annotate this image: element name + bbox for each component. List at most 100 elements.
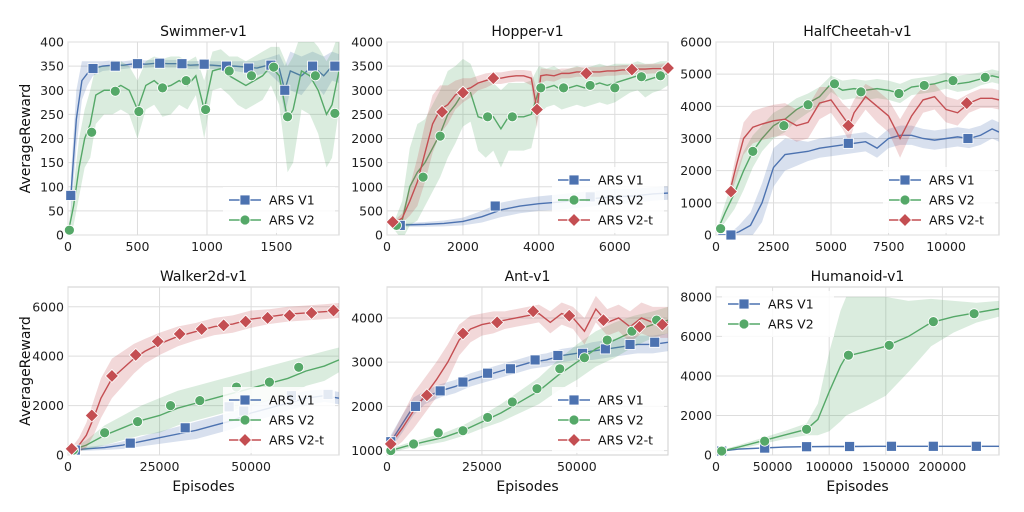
band-ars-v2 [718,69,999,232]
x-tick-label: 25000 [462,459,502,474]
legend-label: ARS V2-t [929,213,984,228]
point-ars-v1 [844,441,855,452]
chart-title: Ant-v1 [505,269,551,285]
legend-marker [568,394,580,406]
x-tick-label: 500 [126,239,150,254]
chart-humanoid-v1: 0 50000 100000 150000 200000 0 2000 4000 6000 800… [680,269,1000,495]
point-ars-v1 [198,58,210,70]
y-tick-label: 1000 [680,195,712,210]
point-ars-v2 [200,104,211,115]
y-tick-label: 2000 [680,408,712,423]
point-ars-v2 [506,396,518,408]
point-ars-v2-t [562,308,577,323]
point-ars-v2 [554,363,566,375]
y-tick-label: 4000 [680,99,712,114]
point-ars-v1 [927,440,939,452]
y-tick-label: 500 [359,203,383,218]
x-tick-label: 4000 [523,239,555,254]
point-ars-v2 [86,126,98,138]
point-ars-v1 [599,343,611,355]
series-line-ars-v2 [390,319,668,452]
legend-item-ars-v2: ARS V2 [889,193,975,208]
legend-marker [568,194,580,206]
point-ars-v2 [927,316,939,327]
legend-label: ARS V1 [269,193,315,208]
point-ars-v2-t [579,66,594,81]
point-ars-v2 [246,70,257,82]
point-ars-v1 [970,440,982,452]
point-ars-v1 [154,57,166,69]
series-line-ars-v2-t [729,95,999,192]
y-tick-label: 50 [48,203,64,218]
point-ars-v2 [968,308,980,320]
y-tick-label: 5000 [680,67,712,82]
legend-item-ars-v2: ARS V2 [728,317,814,332]
point-ars-v1 [482,367,494,379]
legend-marker [568,414,580,426]
legend-item-ars-v2-t: ARS V2-t [558,433,653,448]
legend-item-ars-v1: ARS V1 [558,393,644,408]
point-ars-v2-t [84,408,99,423]
y-tick-label: 1000 [351,179,383,194]
x-tick-label: 0 [712,239,720,254]
point-ars-v2-t [216,318,231,333]
point-ars-v1 [87,63,99,74]
legend: ARS V1 ARS V2 ARS V2-t [552,167,664,233]
x-tick-label: 150000 [862,459,910,474]
point-ars-v2-t [526,304,541,319]
point-ars-v2-t [385,214,400,230]
point-ars-v2-t [326,303,341,318]
legend-item-ars-v1: ARS V1 [728,297,814,312]
legend-label: ARS V1 [598,173,644,188]
point-ars-v2 [535,82,547,94]
y-tick-label: 4000 [32,349,64,364]
x-axis-label: Episodes [172,479,234,495]
point-ars-v2 [99,427,111,439]
point-ars-v2 [531,383,543,395]
point-ars-v2 [457,425,469,437]
y-tick-label: 2000 [351,131,383,146]
point-ars-v2 [979,71,991,83]
point-ars-v2 [194,395,206,407]
legend-item-ars-v1: ARS V1 [889,173,975,188]
series-line-ars-v2-t [390,307,668,445]
point-ars-v2-t [455,326,471,341]
y-tick-label: 1500 [351,155,383,170]
point-ars-v2 [157,82,168,94]
y-axis-label: AverageReward [18,84,34,194]
legend-label: ARS V2-t [598,433,653,448]
point-ars-v2 [759,435,771,447]
legend: ARS V1 ARS V2 ARS V2-t [883,167,995,233]
y-tick-label: 3000 [351,355,383,370]
point-ars-v2-t [260,310,275,325]
x-tick-label: 0 [383,459,391,474]
chart-halfcheetah-v1: 0 2500 5000 7500 10000 0 1000 2000 3000 4000 5000 6… [680,24,1000,254]
point-ars-v2 [282,111,293,123]
point-ars-v2 [855,86,867,98]
point-ars-v2-t [529,102,545,117]
y-tick-label: 200 [40,131,64,146]
point-ars-v2 [132,416,143,428]
legend: ARS V1 ARS V2 [223,187,335,233]
series-line-ars-v2 [721,308,999,452]
x-tick-label: 100000 [805,459,853,474]
legend-marker [239,394,251,406]
y-tick-label: 4000 [351,35,383,50]
point-ars-v2-t [419,388,434,403]
legend-marker [566,432,582,448]
y-tick-label: 2000 [680,163,712,178]
point-ars-v2 [165,400,176,411]
chart-title: Humanoid-v1 [811,269,905,285]
point-ars-v2-t [655,317,670,332]
band-ars-v1 [718,119,999,235]
chart-title: Hopper-v1 [491,24,563,40]
x-tick-label: 1500 [261,239,293,254]
legend-label: ARS V1 [269,393,315,408]
x-tick-label: 7500 [873,239,905,254]
point-ars-v1 [489,200,501,212]
band-ars-v2 [721,296,999,453]
point-ars-v2-t [660,60,676,76]
x-axis-label: Episodes [826,479,888,495]
x-tick-label: 6000 [599,239,631,254]
point-ars-v2-t [383,436,398,452]
